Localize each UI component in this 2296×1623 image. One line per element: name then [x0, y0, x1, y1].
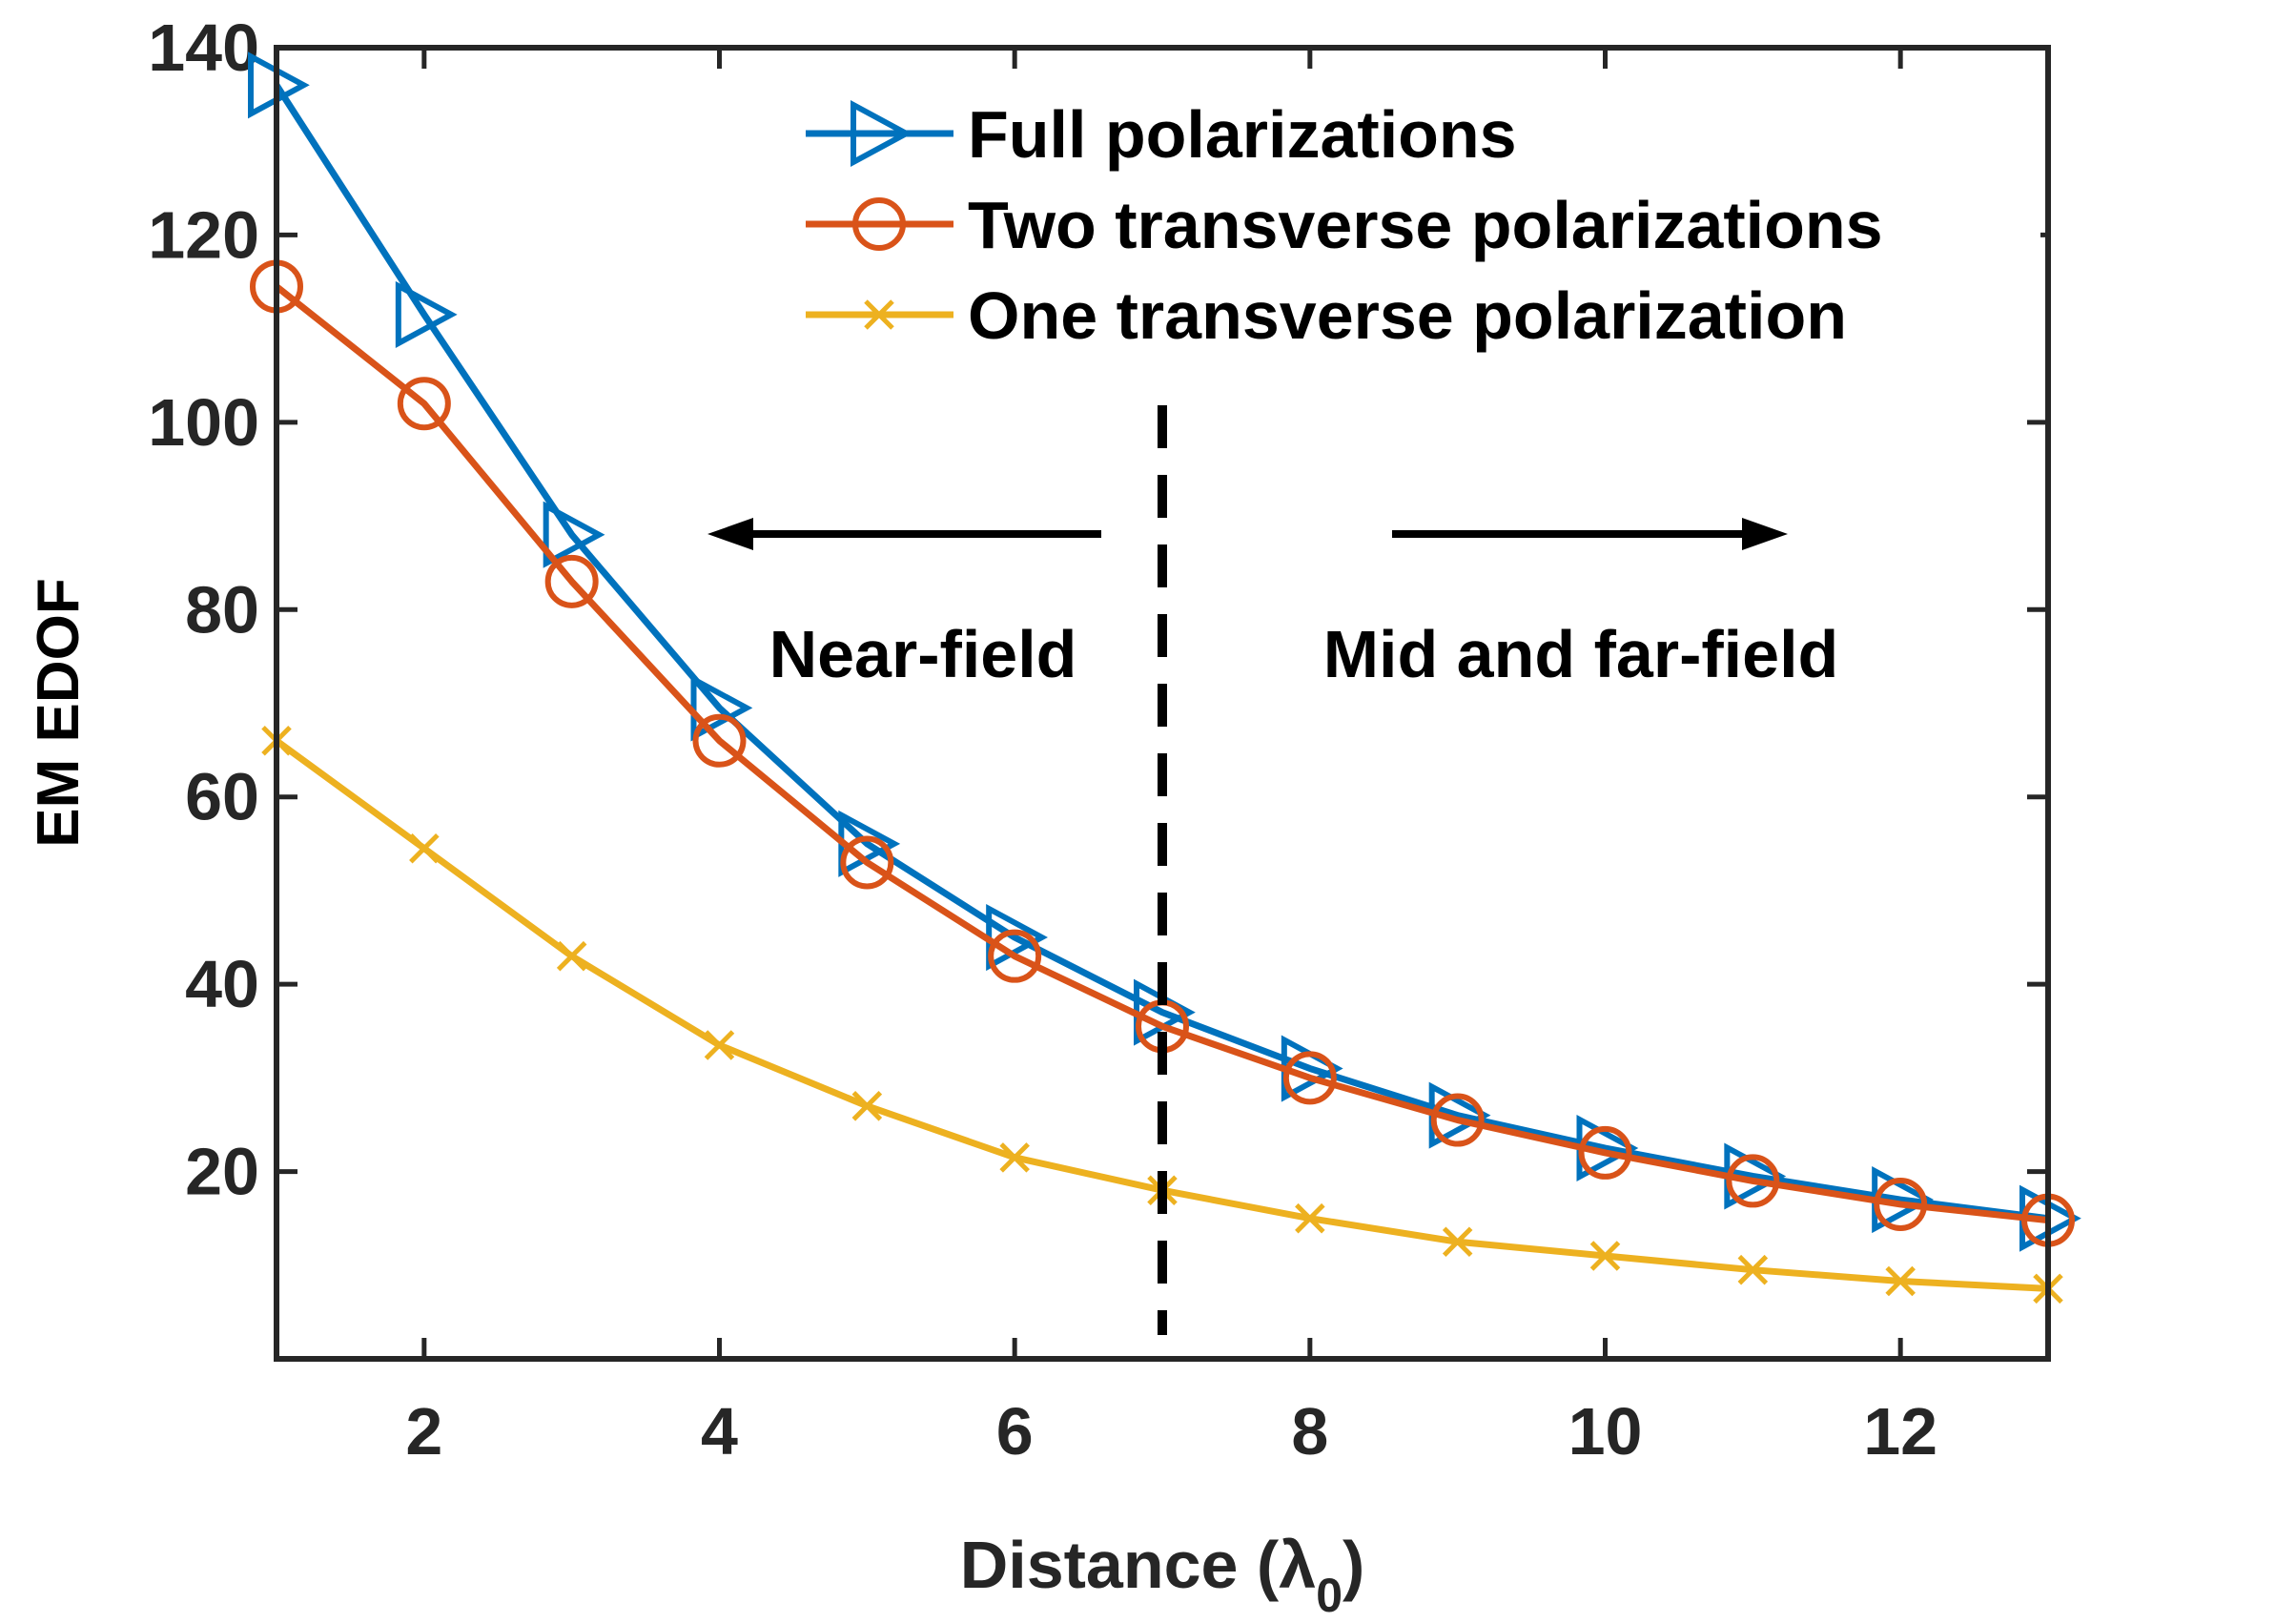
series-3-point [851, 1091, 883, 1121]
series-3-point [1442, 1226, 1473, 1257]
series-3-point [409, 832, 440, 864]
far-field-arrowhead [1742, 518, 1788, 550]
series-line-2 [274, 283, 2049, 1224]
x-tick-label: 2 [405, 1394, 442, 1469]
y-tick-label: 100 [148, 385, 259, 460]
series-3-point [556, 940, 587, 972]
near-field-label: Near-field [769, 617, 1077, 691]
series-2-point [840, 835, 894, 890]
x-tick-label: 12 [1863, 1394, 1937, 1469]
legend-label-3: One transverse polarization [968, 278, 1847, 353]
series-3-point [1737, 1254, 1769, 1285]
series-3-point [999, 1142, 1030, 1173]
series-line-1 [274, 83, 2049, 1222]
series-2-point [397, 377, 451, 431]
far-field-label: Mid and far-field [1323, 617, 1839, 691]
legend-marker-3 [864, 299, 894, 330]
plot-frame [274, 45, 2051, 1362]
y-tick-label: 140 [148, 10, 259, 85]
y-tick-label: 60 [185, 760, 259, 834]
annotation-layer: Near-field Mid and far-field [707, 405, 1838, 1335]
near-field-arrowhead [707, 518, 753, 550]
series-2-point [1430, 1093, 1485, 1147]
legend-label-1: Full polarizations [968, 97, 1517, 172]
legend-background [787, 81, 2040, 367]
legend: Full polarizations Two transverse polariz… [787, 81, 2040, 367]
series-layer [248, 51, 2081, 1305]
x-axis-label-main: Distance ( [960, 1528, 1280, 1602]
x-tick-label: 8 [1291, 1394, 1328, 1469]
series-2-point [1282, 1051, 1337, 1105]
series-3-point [1885, 1265, 1916, 1297]
series-2-point [1726, 1154, 1780, 1208]
y-axis-label: EM EDOF [26, 578, 92, 847]
y-tick-label: 80 [185, 572, 259, 647]
y-tick-label: 40 [185, 947, 259, 1021]
legend-marker-2 [852, 197, 906, 251]
series-2-point [692, 713, 747, 768]
legend-marker-1 [851, 99, 912, 168]
y-tick-label: 120 [148, 197, 259, 272]
x-tick-label: 6 [996, 1394, 1034, 1469]
y-tick-label: 20 [185, 1135, 259, 1209]
x-axis-label-close: ) [1343, 1528, 1364, 1602]
series-3-point [1295, 1202, 1325, 1234]
series-2-point [988, 929, 1042, 983]
x-tick-label: 4 [701, 1394, 738, 1469]
series-2-point [544, 554, 599, 608]
x-axis-label: Distance (λ0) [960, 1528, 1365, 1622]
series-3-point [704, 1030, 735, 1060]
series-1-point [543, 501, 605, 568]
series-2-point [1578, 1125, 1632, 1180]
x-axis-label-lambda: λ [1279, 1528, 1316, 1602]
legend-label-2: Two transverse polarizations [968, 188, 1883, 262]
axis-ticks: 2 4 6 8 10 12 20 40 60 80 100 120 140 [148, 10, 2048, 1469]
series-1-point [690, 674, 753, 742]
series-3-point [1589, 1241, 1621, 1271]
series-2-point [1874, 1177, 1928, 1231]
series-1-point [395, 280, 458, 348]
x-tick-label: 10 [1568, 1394, 1643, 1469]
x-axis-label-subscript: 0 [1316, 1569, 1343, 1622]
